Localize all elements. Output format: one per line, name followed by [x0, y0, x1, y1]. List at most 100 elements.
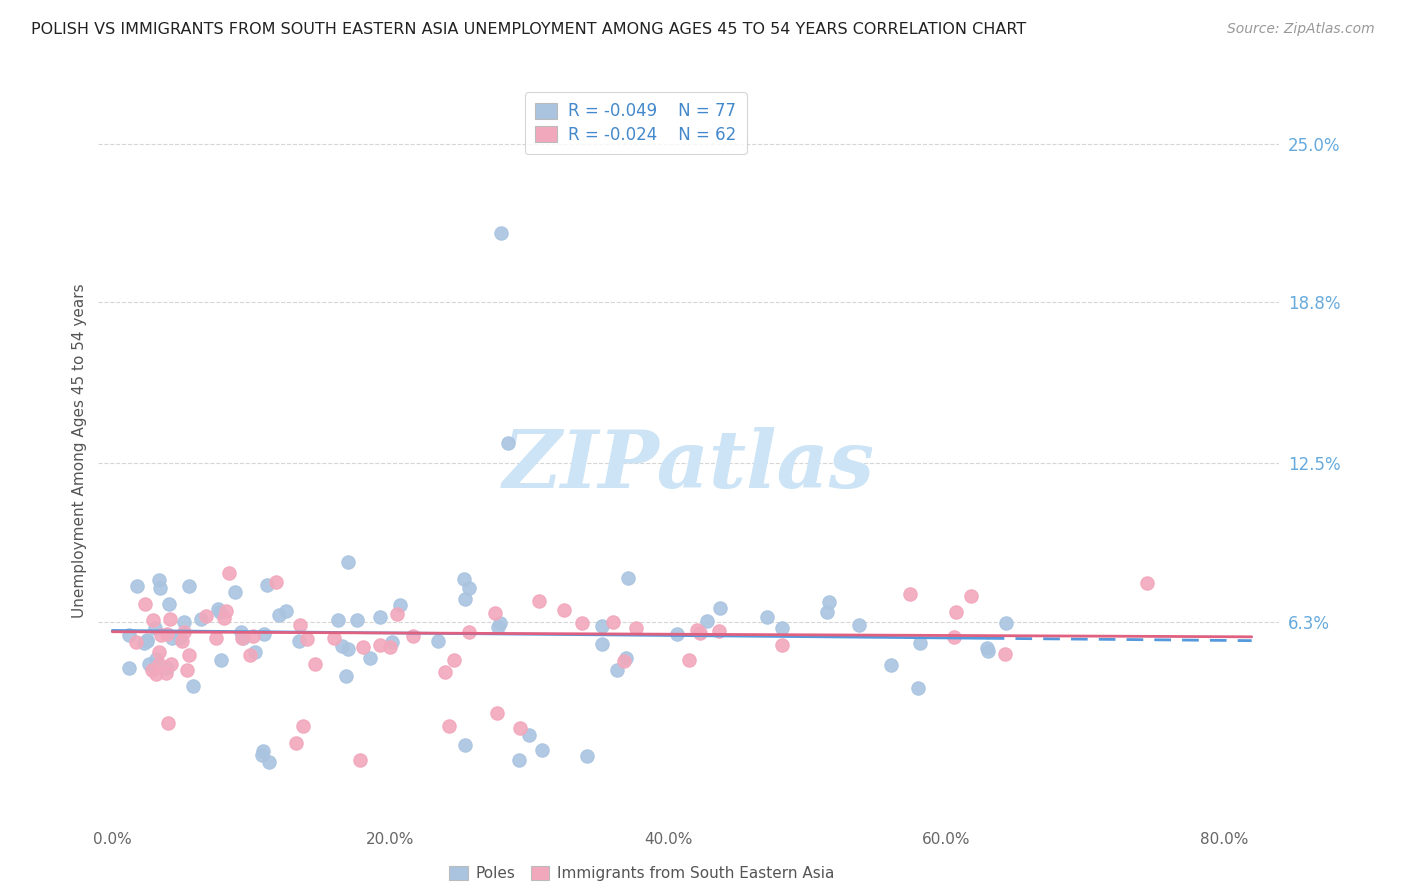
Point: [256, 578, 278, 592]
Point: [208, 605, 231, 619]
Point: [156, 661, 179, 675]
Point: [709, 600, 731, 615]
Point: [437, 719, 460, 733]
Point: [252, 743, 274, 757]
Point: [489, 615, 512, 630]
Text: Source: ZipAtlas.com: Source: ZipAtlas.com: [1227, 22, 1375, 37]
Point: [291, 719, 314, 733]
Point: [274, 604, 297, 618]
Text: ZIPatlas: ZIPatlas: [503, 426, 875, 504]
Point: [486, 706, 509, 721]
Point: [458, 581, 481, 595]
Point: [498, 435, 520, 450]
Point: [755, 609, 778, 624]
Point: [491, 227, 513, 241]
Point: [960, 589, 983, 603]
Point: [614, 650, 637, 665]
Point: [575, 748, 598, 763]
Point: [141, 663, 163, 677]
Point: [942, 631, 965, 645]
Point: [337, 642, 360, 657]
Point: [385, 607, 408, 621]
Point: [232, 631, 254, 645]
Point: [368, 638, 391, 652]
Point: [454, 592, 477, 607]
Y-axis label: Unemployment Among Ages 45 to 54 years: Unemployment Among Ages 45 to 54 years: [72, 283, 87, 618]
Point: [212, 611, 235, 625]
Point: [879, 657, 901, 672]
Point: [381, 635, 404, 649]
Point: [336, 556, 359, 570]
Point: [530, 743, 553, 757]
Point: [288, 634, 311, 648]
Point: [994, 647, 1017, 661]
Point: [898, 586, 921, 600]
Point: [148, 645, 170, 659]
Point: [229, 625, 252, 640]
Point: [976, 640, 998, 655]
Point: [194, 609, 217, 624]
Point: [127, 579, 149, 593]
Point: [443, 653, 465, 667]
Point: [134, 597, 156, 611]
Point: [388, 598, 411, 612]
Point: [257, 755, 280, 769]
Point: [427, 633, 450, 648]
Point: [686, 624, 709, 638]
Point: [770, 621, 793, 635]
Point: [149, 581, 172, 595]
Point: [177, 579, 200, 593]
Point: [352, 640, 374, 655]
Point: [181, 679, 204, 693]
Point: [709, 624, 731, 638]
Point: [207, 602, 229, 616]
Point: [484, 606, 506, 620]
Point: [591, 637, 613, 651]
Point: [818, 595, 841, 609]
Point: [602, 615, 624, 629]
Point: [169, 631, 191, 645]
Point: [527, 593, 550, 607]
Text: POLISH VS IMMIGRANTS FROM SOUTH EASTERN ASIA UNEMPLOYMENT AMONG AGES 45 TO 54 YE: POLISH VS IMMIGRANTS FROM SOUTH EASTERN …: [31, 22, 1026, 37]
Point: [243, 645, 266, 659]
Point: [215, 604, 238, 618]
Point: [149, 628, 172, 642]
Point: [252, 748, 274, 763]
Point: [571, 615, 593, 630]
Point: [159, 612, 181, 626]
Point: [908, 636, 931, 650]
Point: [304, 657, 326, 671]
Point: [378, 640, 401, 654]
Point: [665, 627, 688, 641]
Point: [176, 663, 198, 677]
Point: [591, 619, 613, 633]
Point: [295, 632, 318, 647]
Point: [326, 613, 349, 627]
Point: [118, 661, 141, 675]
Legend: Poles, Immigrants from South Eastern Asia: Poles, Immigrants from South Eastern Asi…: [443, 860, 839, 887]
Point: [606, 663, 628, 677]
Point: [160, 657, 183, 672]
Point: [173, 625, 195, 640]
Point: [136, 634, 159, 648]
Point: [360, 651, 382, 665]
Point: [349, 753, 371, 767]
Point: [517, 729, 540, 743]
Point: [209, 653, 232, 667]
Point: [453, 572, 475, 586]
Point: [224, 585, 246, 599]
Point: [509, 721, 531, 735]
Point: [148, 657, 170, 672]
Point: [155, 666, 177, 681]
Point: [156, 627, 179, 641]
Point: [689, 625, 711, 640]
Point: [138, 657, 160, 671]
Point: [335, 669, 357, 683]
Point: [486, 620, 509, 634]
Point: [330, 639, 353, 653]
Point: [118, 628, 141, 642]
Point: [1136, 576, 1159, 591]
Point: [907, 681, 929, 695]
Point: [218, 566, 240, 580]
Point: [696, 614, 718, 628]
